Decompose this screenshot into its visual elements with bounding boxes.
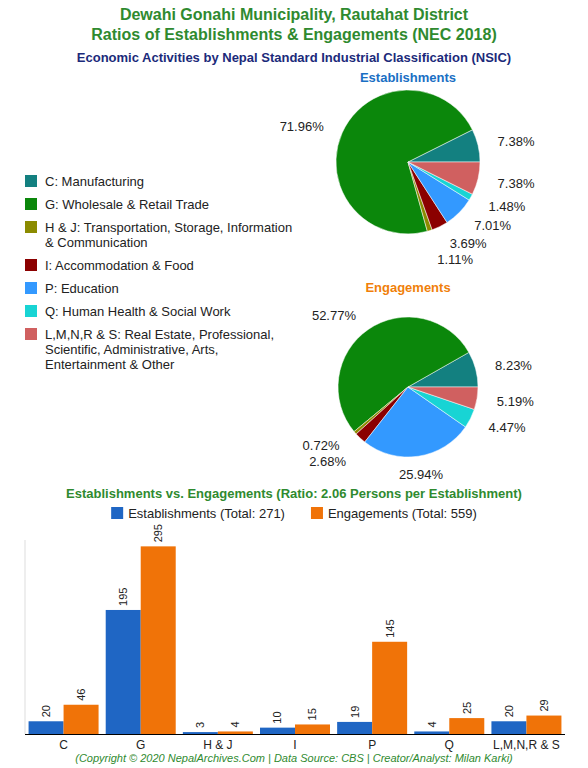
legend-swatch (25, 305, 37, 317)
pie-title: Establishments (360, 70, 456, 85)
bar (218, 731, 253, 734)
x-tick-label: G (136, 738, 145, 752)
pie-data-label: 25.94% (399, 467, 444, 482)
legend-swatch (25, 198, 37, 210)
legend-item: C: Manufacturing (25, 174, 300, 189)
legend-swatch (25, 282, 37, 294)
page: Dewahi Gonahi Municipality, Rautahat Dis… (0, 0, 588, 768)
legend-item: I: Accommodation & Food (25, 258, 300, 273)
x-tick-label: H & J (203, 738, 232, 752)
legend-label: L,M,N,R & S: Real Estate, Professional, … (45, 327, 300, 372)
bar (372, 642, 407, 734)
bar (29, 721, 64, 734)
chart-canvas: Dewahi Gonahi Municipality, Rautahat Dis… (0, 0, 588, 768)
bar-title: Establishments vs. Engagements (Ratio: 2… (66, 486, 522, 501)
legend-label: C: Manufacturing (45, 174, 300, 189)
pie-slices (338, 317, 478, 457)
main-title: Ratios of Establishments & Engagements (… (91, 26, 496, 43)
x-tick-label: P (368, 738, 376, 752)
y-axis (25, 540, 26, 734)
bar-legend: Establishments (Total: 271) Engagements (… (111, 506, 477, 521)
bar-data-label: 15 (307, 708, 319, 720)
pie-data-label: 8.23% (495, 358, 532, 373)
bar (295, 724, 330, 734)
bar-data-label: 25 (461, 702, 473, 714)
pie-data-label: 2.68% (309, 454, 346, 469)
legend-item: Q: Human Health & Social Work (25, 304, 300, 319)
bar-data-label: 19 (349, 706, 361, 718)
x-tick-label: C (59, 738, 68, 752)
bar-data-label: 20 (503, 705, 515, 717)
pie-data-label: 7.01% (474, 218, 511, 233)
bar (106, 610, 141, 734)
bar-data-label: 3 (194, 722, 206, 728)
legend-label: I: Accommodation & Food (45, 258, 300, 273)
legend-label: Establishments (Total: 271) (128, 506, 285, 521)
legend-swatch (25, 259, 37, 271)
bar (526, 716, 561, 734)
pie-data-label: 5.19% (497, 394, 534, 409)
legend-item: H & J: Transportation, Storage, Informat… (25, 220, 300, 250)
bar-data-label: 46 (75, 688, 87, 700)
bar (183, 732, 218, 734)
bar (491, 721, 526, 734)
legend-swatch (311, 507, 323, 519)
x-tick-label: I (293, 738, 296, 752)
bar-data-label: 295 (152, 524, 164, 542)
bar (141, 546, 176, 734)
legend-label: Engagements (Total: 559) (328, 506, 477, 521)
legend-label: Q: Human Health & Social Work (45, 304, 300, 319)
pie-data-label: 7.38% (498, 134, 535, 149)
pie-data-label: 3.69% (450, 236, 487, 251)
legend-item: L,M,N,R & S: Real Estate, Professional, … (25, 327, 300, 372)
x-tick-label: Q (445, 738, 454, 752)
x-axis (25, 734, 565, 735)
legend-item: G: Wholesale & Retail Trade (25, 197, 300, 212)
bar-data-label: 4 (229, 721, 241, 727)
legend-label: P: Education (45, 281, 300, 296)
pie-data-label: 7.38% (498, 176, 535, 191)
main-title: Dewahi Gonahi Municipality, Rautahat Dis… (120, 6, 469, 23)
legend-swatch (25, 175, 37, 187)
bar (337, 722, 372, 734)
pie-data-label: 52.77% (312, 308, 357, 323)
pie-data-label: 1.11% (437, 252, 473, 267)
pie-data-label: 4.47% (489, 420, 526, 435)
bar-data-label: 4 (426, 721, 438, 727)
bar-data-label: 145 (384, 619, 396, 637)
bar-data-label: 20 (40, 705, 52, 717)
legend-swatch (111, 507, 123, 519)
bar (449, 718, 484, 734)
legend-swatch (25, 328, 37, 340)
bar (260, 728, 295, 734)
bar (64, 705, 99, 734)
legend-item: P: Education (25, 281, 300, 296)
pie-slices (336, 90, 480, 234)
bar-data-label: 195 (117, 588, 129, 606)
pie-legend: C: Manufacturing G: Wholesale & Retail Tr… (25, 174, 300, 380)
subtitle: Economic Activities by Nepal Standard In… (77, 50, 511, 65)
legend-swatch (25, 221, 37, 233)
pie-data-label: 71.96% (280, 119, 325, 134)
bar-data-labels: 20 46 195 295 3 4 10 15 19 145 4 25 20 29 (40, 524, 550, 728)
x-tick-label: L,M,N,R & S (493, 738, 560, 752)
legend-label: G: Wholesale & Retail Trade (45, 197, 300, 212)
bar-data-label: 29 (538, 699, 550, 711)
bar-data-label: 10 (272, 711, 284, 723)
pie-slice (408, 387, 478, 409)
pie-slice (408, 162, 480, 194)
bar (414, 731, 449, 734)
pie-data-label: 1.48% (489, 199, 526, 214)
pie-data-label: 0.72% (303, 438, 340, 453)
legend-label: H & J: Transportation, Storage, Informat… (45, 220, 300, 250)
bars (29, 546, 562, 734)
pie-title: Engagements (365, 280, 450, 295)
footer: (Copyright © 2020 NepalArchives.Com | Da… (75, 752, 513, 764)
